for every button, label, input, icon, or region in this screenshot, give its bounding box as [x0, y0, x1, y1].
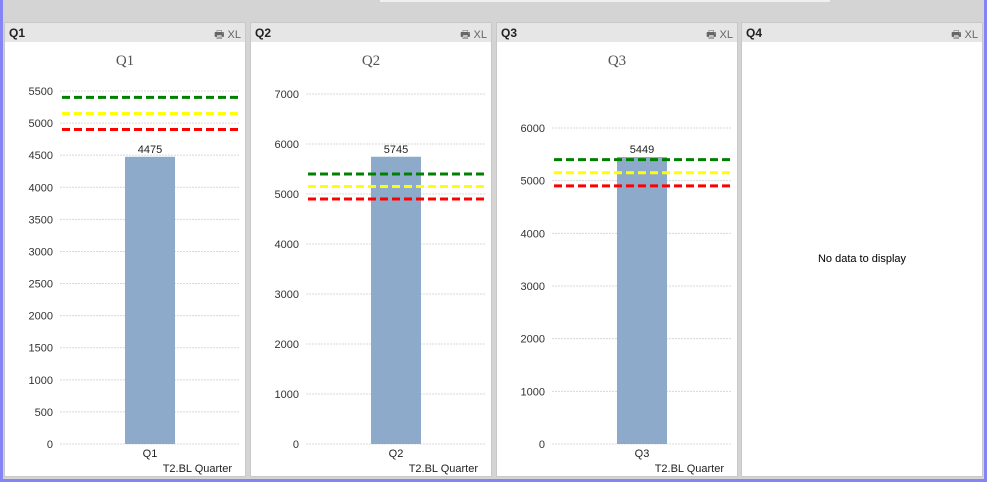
panel-caption: Q1 🖶 XL	[5, 23, 245, 42]
bar-q3	[617, 157, 667, 444]
bar-q2	[371, 156, 421, 444]
y-tick-label: 0	[539, 439, 545, 451]
y-tick-label: 1000	[521, 386, 545, 398]
y-tick-label: 2000	[29, 311, 53, 323]
no-data-message: No data to display	[817, 253, 907, 265]
y-tick-label: 3000	[275, 289, 299, 301]
excel-export-button[interactable]: XL	[473, 29, 487, 41]
bar-chart: Q1 0 500 1000 1500 2000 2500 3000 3500 4000 4500 50…	[29, 53, 240, 475]
printer-icon[interactable]: 🖶	[706, 29, 717, 41]
y-tick-label: 0	[47, 439, 53, 451]
y-tick-label: 4000	[275, 239, 299, 251]
panel-caption: Q3 🖶 XL	[497, 23, 737, 42]
y-tick-label: 7000	[275, 89, 299, 101]
y-tick-label: 2000	[275, 339, 299, 351]
excel-export-button[interactable]: XL	[719, 29, 733, 41]
y-tick-label: 5500	[29, 86, 53, 98]
x-tick-label: Q1	[143, 448, 158, 460]
caption-title: Q3	[501, 26, 518, 40]
y-tick-label: 1000	[275, 389, 299, 401]
y-tick-label: 4000	[29, 182, 53, 194]
x-axis-title: T2.BL Quarter	[655, 463, 725, 475]
printer-icon[interactable]: 🖶	[214, 29, 225, 41]
y-tick-label: 0	[293, 439, 299, 451]
y-tick-label: 2000	[521, 334, 545, 346]
panel-caption: Q4 🖶 XL	[742, 23, 982, 42]
excel-export-button[interactable]: XL	[227, 29, 241, 41]
chart-title: Q3	[608, 53, 626, 69]
data-label: 4475	[138, 144, 162, 156]
y-tick-label: 3000	[521, 281, 545, 293]
caption-title: Q2	[255, 26, 272, 40]
chart-panel-q3[interactable]: Q3 🖶 XL Q3 0 1000 2000 3000 4000 5000 6000 5449 Q3…	[496, 22, 738, 477]
data-label: 5449	[630, 144, 654, 156]
caption-title: Q1	[9, 26, 26, 40]
y-tick-label: 6000	[275, 139, 299, 151]
bar-chart: Q2 0 1000 2000 3000 4000 5000 6000 7000 5745 Q2 T2.…	[275, 53, 486, 475]
y-tick-label: 4000	[521, 228, 545, 240]
y-tick-label: 3500	[29, 214, 53, 226]
y-tick-label: 5000	[275, 189, 299, 201]
y-tick-label: 5000	[29, 118, 53, 130]
y-tick-label: 3000	[29, 246, 53, 258]
panel-caption: Q2 🖶 XL	[251, 23, 491, 42]
y-tick-label: 5000	[521, 176, 545, 188]
chart-panel-q1[interactable]: Q1 🖶 XL Q1 0 500 1000 1500 2000 2500 3000 3500 400…	[4, 22, 246, 477]
y-tick-label: 4500	[29, 150, 53, 162]
bar-chart: Q3 0 1000 2000 3000 4000 5000 6000 5449 Q3 T2.BL Q…	[521, 53, 732, 475]
y-tick-label: 500	[35, 407, 53, 419]
y-tick-label: 1000	[29, 375, 53, 387]
y-tick-label: 6000	[521, 123, 545, 135]
excel-export-button[interactable]: XL	[964, 29, 978, 41]
y-tick-label: 2500	[29, 279, 53, 291]
printer-icon[interactable]: 🖶	[951, 29, 962, 41]
caption-title: Q4	[746, 26, 763, 40]
data-label: 5745	[384, 144, 408, 156]
x-axis-title: T2.BL Quarter	[409, 463, 479, 475]
chart-title: Q1	[116, 53, 134, 69]
bar-q1	[125, 156, 175, 444]
chart-panel-q2[interactable]: Q2 🖶 XL Q2 0 1000 2000 3000 4000 5000 6000 7000 57…	[250, 22, 492, 477]
x-tick-label: Q2	[389, 448, 404, 460]
y-tick-label: 1500	[29, 343, 53, 355]
chart-title: Q2	[362, 53, 380, 69]
tab-strip	[380, 0, 830, 2]
x-tick-label: Q3	[635, 448, 650, 460]
x-axis-title: T2.BL Quarter	[163, 463, 233, 475]
chart-panel-q4[interactable]: Q4 🖶 XL No data to display	[741, 22, 983, 477]
printer-icon[interactable]: 🖶	[460, 29, 471, 41]
